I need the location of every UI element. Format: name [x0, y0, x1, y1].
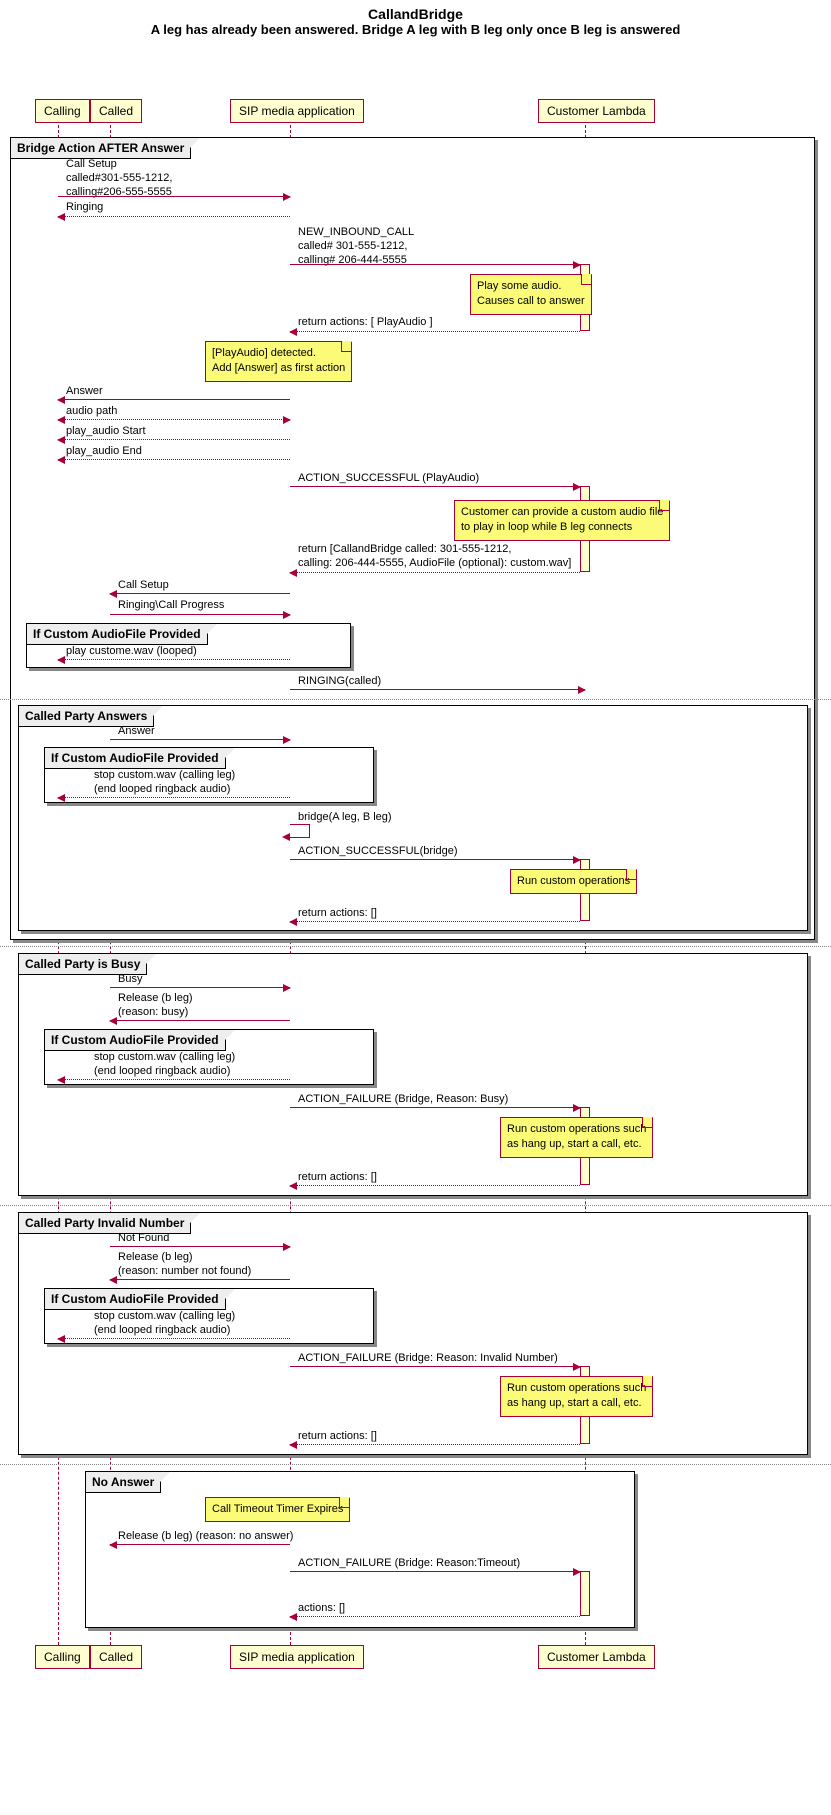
msg-call-setup2: Call Setup — [118, 579, 169, 593]
note-timeout: Call Timeout Timer Expires — [205, 1497, 350, 1522]
msg-return-empty3: return actions: [] — [298, 1430, 377, 1444]
arrow — [290, 331, 580, 332]
msg-play-end: play_audio End — [66, 445, 142, 459]
msg-call-setup1: Call Setup called#301-555-1212, calling#… — [66, 158, 172, 199]
msg-release-noanswer: Release (b leg) (reason: no answer) — [118, 1530, 293, 1544]
arrow — [58, 399, 290, 400]
arrow — [58, 459, 290, 460]
participant-sip-bot: SIP media application — [230, 1645, 364, 1669]
note-customer-provide: Customer can provide a custom audio file… — [454, 500, 670, 541]
msg-release-notfound: Release (b leg) (reason: number not foun… — [118, 1251, 251, 1279]
note-run-custom3: Run custom operations such as hang up, s… — [500, 1376, 653, 1417]
arrow — [290, 572, 580, 573]
arrow — [58, 659, 290, 660]
msg-answer1: Answer — [66, 385, 103, 399]
note-run-custom1: Run custom operations — [510, 869, 637, 894]
msg-ringing-progress: Ringing\Call Progress — [118, 599, 224, 613]
msg-new-inbound: NEW_INBOUND_CALL called# 301-555-1212, c… — [298, 226, 414, 267]
arrow — [58, 1079, 290, 1080]
arrow — [58, 216, 290, 217]
arrow — [110, 593, 290, 594]
arrow — [110, 1246, 290, 1247]
msg-return-empty1: return actions: [] — [298, 907, 377, 921]
arrow — [290, 689, 585, 690]
msg-action-success-play: ACTION_SUCCESSFUL (PlayAudio) — [298, 472, 479, 486]
note-play-audio: Play some audio. Causes call to answer — [470, 274, 592, 315]
participant-calling-top: Calling — [35, 99, 90, 123]
msg-action-fail-busy: ACTION_FAILURE (Bridge, Reason: Busy) — [298, 1093, 508, 1107]
arrow — [290, 1616, 580, 1617]
arrow — [110, 987, 290, 988]
participant-lambda-top: Customer Lambda — [538, 99, 655, 123]
divider — [0, 946, 831, 947]
msg-return-playaudio: return actions: [ PlayAudio ] — [298, 316, 433, 330]
group-label-custom3: If Custom AudioFile Provided — [45, 1030, 226, 1051]
arrow — [110, 1544, 290, 1545]
arrow — [110, 614, 290, 615]
msg-action-fail-timeout: ACTION_FAILURE (Bridge: Reason:Timeout) — [298, 1557, 520, 1571]
msg-not-found: Not Found — [118, 1232, 169, 1246]
msg-audio-path: audio path — [66, 405, 117, 419]
arrow — [290, 264, 580, 265]
msg-stop-custom2: stop custom.wav (calling leg) (end loope… — [94, 1051, 235, 1079]
group-label-custom4: If Custom AudioFile Provided — [45, 1289, 226, 1310]
group-label-custom2: If Custom AudioFile Provided — [45, 748, 226, 769]
msg-action-fail-invalid: ACTION_FAILURE (Bridge: Reason: Invalid … — [298, 1352, 558, 1366]
group-label-invalid: Called Party Invalid Number — [19, 1213, 191, 1234]
arrow — [290, 1444, 580, 1445]
arrow — [58, 1338, 290, 1339]
arrow — [290, 1366, 580, 1367]
arrow — [290, 1107, 580, 1108]
msg-stop-custom1: stop custom.wav (calling leg) (end loope… — [94, 769, 235, 797]
msg-stop-custom3: stop custom.wav (calling leg) (end loope… — [94, 1310, 235, 1338]
msg-ringing1: Ringing — [66, 201, 103, 215]
participant-called-top: Called — [90, 99, 142, 123]
group-label-custom1: If Custom AudioFile Provided — [27, 624, 208, 645]
msg-bridge-ab: bridge(A leg, B leg) — [298, 811, 392, 825]
divider — [0, 1464, 831, 1465]
participant-sip-top: SIP media application — [230, 99, 364, 123]
group-label-noanswer: No Answer — [86, 1472, 161, 1493]
arrow — [58, 419, 290, 420]
arrow — [290, 859, 580, 860]
diagram-title: CallandBridge — [0, 0, 831, 22]
group-label-bridge-after: Bridge Action AFTER Answer — [11, 138, 191, 159]
group-label-answers: Called Party Answers — [19, 706, 154, 727]
divider — [0, 1205, 831, 1206]
participant-lambda-bot: Customer Lambda — [538, 1645, 655, 1669]
msg-actions-empty: actions: [] — [298, 1602, 345, 1616]
arrow — [58, 196, 290, 197]
msg-ringing-called: RINGING(called) — [298, 675, 381, 689]
arrow — [290, 921, 580, 922]
msg-release-busy: Release (b leg) (reason: busy) — [118, 992, 193, 1020]
diagram-subtitle: A leg has already been answered. Bridge … — [0, 22, 831, 41]
divider — [0, 699, 831, 700]
note-playaudio-detected: [PlayAudio] detected. Add [Answer] as fi… — [205, 341, 352, 382]
msg-play-start: play_audio Start — [66, 425, 146, 439]
msg-return-callbridge: return [CallandBridge called: 301-555-12… — [298, 543, 571, 571]
arrow — [290, 1571, 580, 1572]
sequence-diagram: Calling Called SIP media application Cus… — [0, 41, 831, 1681]
activation — [580, 1571, 590, 1616]
msg-return-empty2: return actions: [] — [298, 1171, 377, 1185]
msg-play-custom: play custome.wav (looped) — [66, 645, 197, 659]
msg-action-success-bridge: ACTION_SUCCESSFUL(bridge) — [298, 845, 458, 859]
group-label-busy: Called Party is Busy — [19, 954, 147, 975]
self-arrow — [290, 824, 310, 838]
arrow — [290, 1185, 580, 1186]
arrow — [110, 1279, 290, 1280]
arrow — [110, 739, 290, 740]
group-no-answer: No Answer — [85, 1471, 635, 1628]
msg-answer2: Answer — [118, 725, 155, 739]
participant-called-bot: Called — [90, 1645, 142, 1669]
arrow — [58, 439, 290, 440]
msg-busy: Busy — [118, 973, 142, 987]
arrow — [290, 486, 580, 487]
participant-calling-bot: Calling — [35, 1645, 90, 1669]
arrow — [58, 797, 290, 798]
note-run-custom2: Run custom operations such as hang up, s… — [500, 1117, 653, 1158]
arrow — [110, 1020, 290, 1021]
